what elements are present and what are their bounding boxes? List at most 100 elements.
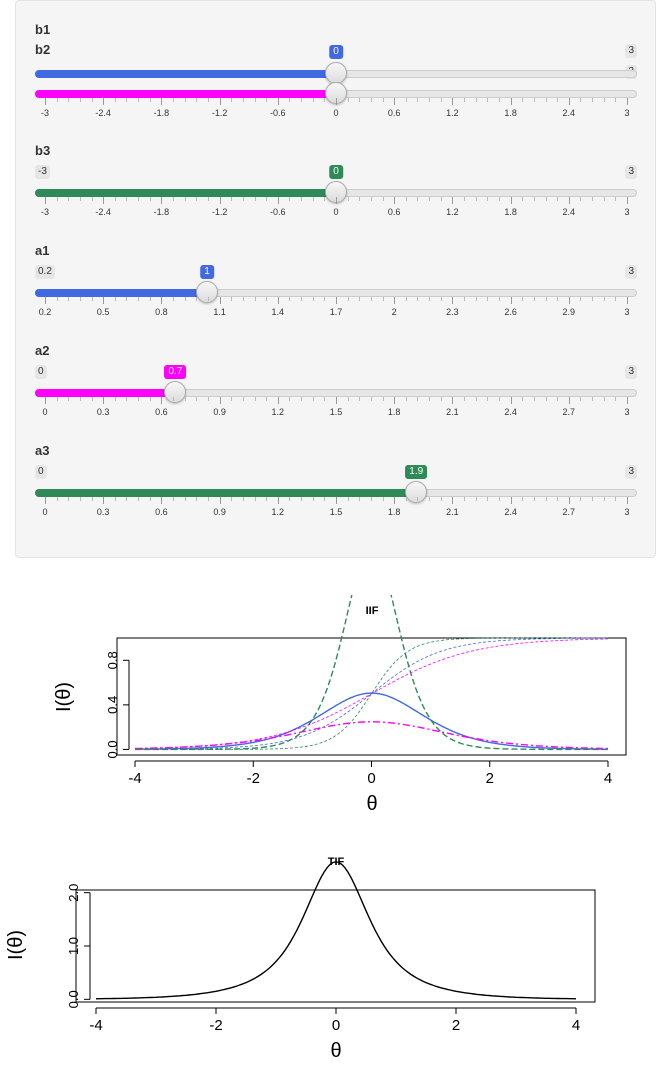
slider-minor-tick [405,397,407,401]
slider-minor-tick [289,98,291,102]
slider-major-tick [161,197,163,204]
slider-minor-tick [266,497,268,501]
slider-max-a3: 3 [625,465,637,479]
slider-minor-tick [56,98,58,102]
slider-minor-tick [429,497,431,501]
iif-series-line [134,638,609,749]
slider-minor-tick [312,197,314,201]
slider-tick-label: 2.7 [562,407,576,417]
slider-minor-tick [126,297,128,301]
slider-minor-tick [417,297,419,301]
slider-major-tick [394,297,396,304]
iif-series-line [134,721,609,750]
slider-a1[interactable]: a1 0.2 3 1 0.2 0.5 0.8 1.1 1.4 1.7 2 2.3 2.6 2.9 3 [35,243,637,343]
slider-minor-tick [487,98,489,102]
slider-a2[interactable]: a2 0 3 0.7 0 0.3 0.6 0.9 1.2 1.5 1.8 2.1 2.4 2.7 3 [35,343,637,443]
slider-minor-tick [138,397,140,401]
slider-tick-label: 0.9 [213,507,226,517]
slider-minor-tick [173,98,175,102]
slider-label-b3: b3 [35,143,51,158]
slider-tick-label: 0.3 [96,407,110,417]
slider-minor-tick [56,497,58,501]
slider-minor-tick [603,397,605,401]
slider-minor-tick [487,497,489,501]
slider-minor-tick [301,497,303,501]
slider-minor-tick [440,497,442,501]
slider-major-tick [219,397,221,404]
slider-minor-tick [266,297,268,301]
iif-x-tick-label: 2 [486,770,494,787]
slider-minor-tick [254,197,256,201]
slider-minor-tick [615,197,617,201]
slider-handle-a3[interactable] [405,481,428,503]
slider-minor-tick [324,397,326,401]
slider-minor-tick [301,98,303,102]
slider-minor-tick [417,98,419,102]
slider-minor-tick [580,297,582,301]
tif-x-tick-label: 2 [452,1017,460,1034]
slider-major-tick [568,297,570,304]
slider-major-tick [103,397,105,404]
slider-minor-tick [324,197,326,201]
slider-tick-label: 1.2 [271,407,285,417]
slider-minor-tick [545,497,547,501]
slider-major-tick [277,297,279,304]
slider-minor-tick [347,297,349,301]
iif-x-tick-label: -4 [128,770,141,787]
slider-major-tick [103,297,105,304]
slider-minor-tick [440,397,442,401]
slider-min-a2: 0 [35,365,47,379]
slider-minor-tick [312,397,314,401]
slider-tick-label: -0.6 [270,108,286,118]
slider-tick-label: -1.2 [211,108,228,118]
slider-major-tick [394,397,396,404]
slider-tick-label: 0.9 [213,407,226,417]
slider-b2[interactable]: -3 -2.4 -1.8 -1.2 -0.6 0 0.6 1.2 1.8 2.4 3 [35,23,637,123]
slider-tick-label: 3 [624,407,630,417]
iif-y-tick-label: 0.4 [105,696,120,714]
slider-tick-label: 2.4 [504,507,517,517]
slider-minor-tick [557,397,559,401]
slider-minor-tick [173,197,175,201]
iif-y-tick-label: 0.0 [105,740,120,758]
slider-minor-tick [359,197,361,201]
slider-tick-label: 2.1 [446,507,459,517]
slider-minor-tick [522,98,524,102]
slider-tick-label: 0.3 [96,507,110,517]
slider-label-b1: b1 [35,22,51,37]
slider-handle-a2[interactable] [164,381,187,403]
slider-major-tick [277,98,279,105]
slider-b1[interactable]: 0 [35,3,637,103]
slider-minor-tick [242,98,244,102]
slider-max-b1: 3 [625,44,637,58]
slider-minor-tick [68,297,70,301]
slider-tick-label: 0.6 [387,108,401,118]
slider-major-tick [510,497,512,504]
slider-b3[interactable]: b3 -3 3 0 -3 -2.4 -1.8 -1.2 -0.6 0 0.6 1.2 1.8 2.… [35,143,637,243]
slider-minor-tick [231,98,233,102]
slider-minor-tick [254,98,256,102]
slider-major-tick [627,297,628,304]
slider-minor-tick [301,297,303,301]
slider-a3[interactable]: a3 0 3 1.9 0 0.3 0.6 0.9 1.2 1.5 1.8 2.1 2.4 2.7 3 [35,443,637,543]
slider-minor-tick [347,497,349,501]
slider-min-a1: 0.2 [35,265,55,279]
slider-minor-tick [138,197,140,201]
slider-tick-label: -1.2 [211,207,228,217]
slider-minor-tick [615,98,617,102]
slider-minor-tick [114,397,116,401]
slider-handle-a1[interactable] [195,281,218,303]
slider-minor-tick [138,297,140,301]
slider-minor-tick [475,98,477,102]
slider-minor-tick [114,297,116,301]
slider-minor-tick [522,497,524,501]
slider-tick-label: 3 [624,307,630,317]
slider-tick-label: 1.1 [213,307,226,317]
slider-minor-tick [91,297,93,301]
slider-major-tick [336,297,337,304]
slider-minor-tick [114,98,116,102]
slider-minor-tick [242,197,244,201]
slider-tick-label: 1.2 [446,108,459,118]
iif-ylabel: I(θ) [53,682,75,712]
slider-minor-tick [370,297,372,301]
